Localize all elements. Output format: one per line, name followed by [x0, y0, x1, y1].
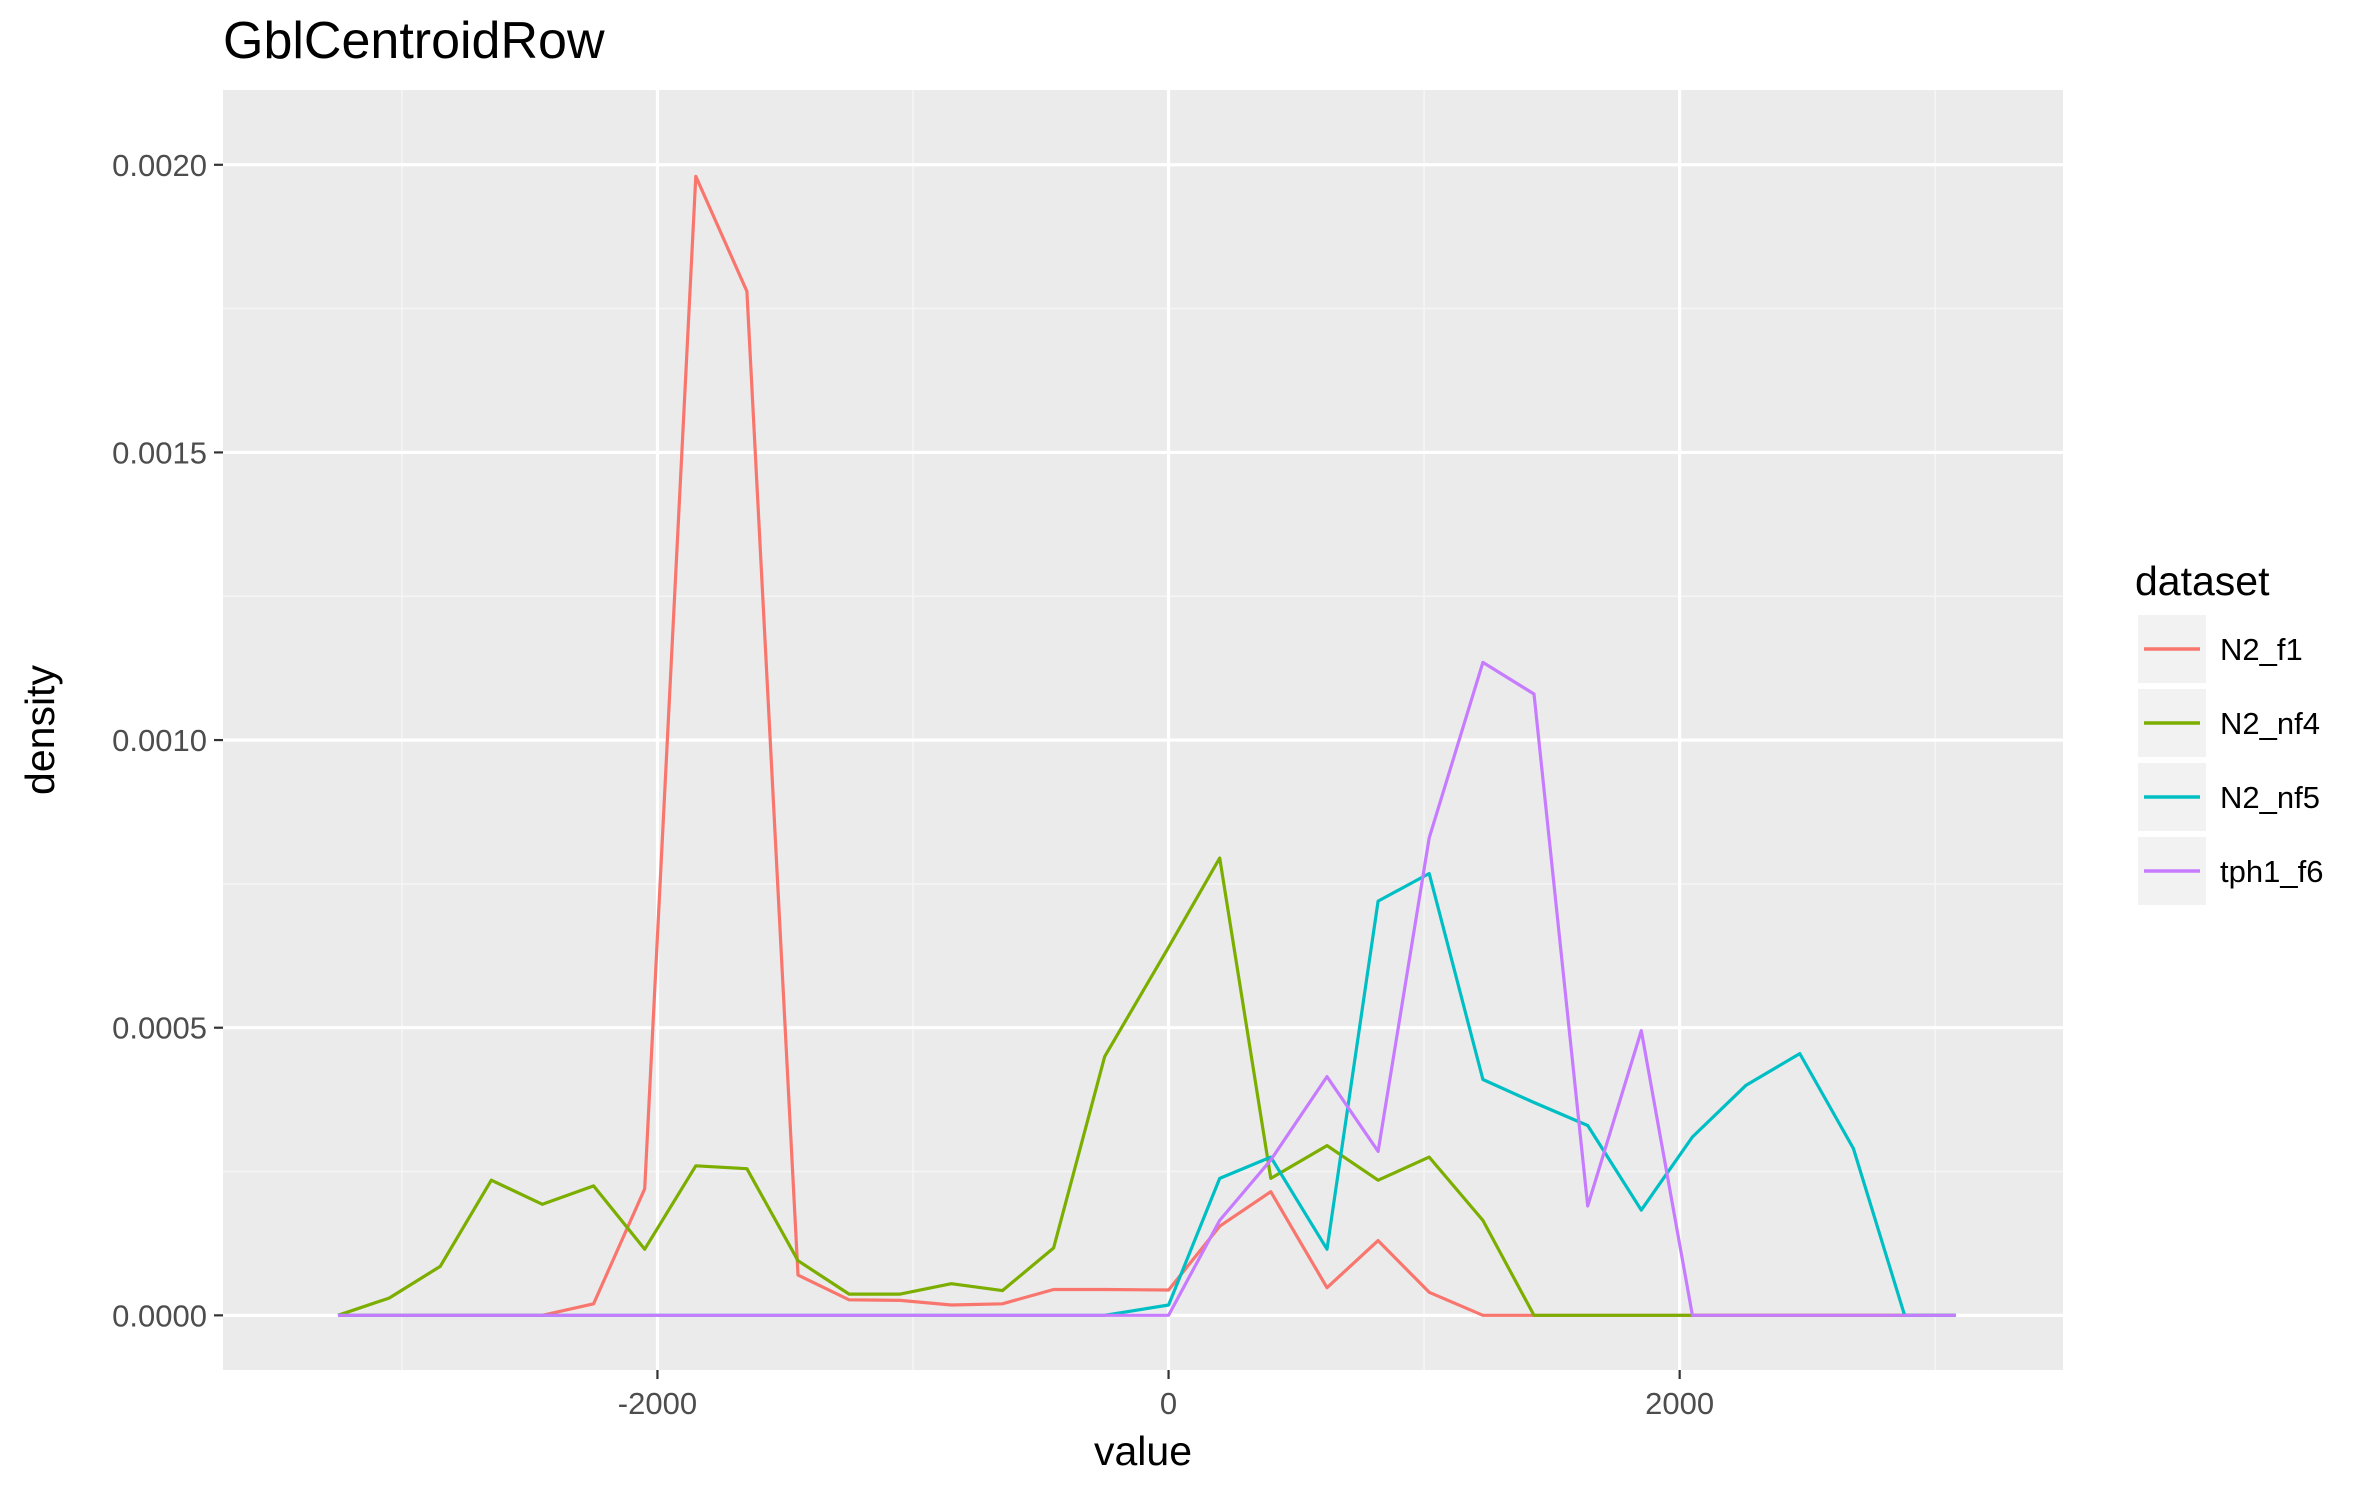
- legend-items: N2_f1 N2_nf4 N2_nf5 tph1_f6: [2138, 615, 2323, 905]
- legend-label: N2_f1: [2220, 632, 2303, 667]
- plot-panel: [223, 90, 2063, 1370]
- legend-label: N2_nf4: [2220, 706, 2320, 741]
- y-axis-title: density: [17, 665, 63, 795]
- tick-labels: -2000 0 2000 0.0000 0.0005 0.0010 0.0015 0.0020: [112, 148, 1714, 1421]
- axis-ticks: [214, 163, 1681, 1379]
- series-line-n2-nf4: [337, 856, 1956, 1317]
- x-axis-title: value: [1094, 1428, 1192, 1474]
- legend-title: dataset: [2135, 558, 2270, 604]
- series-line-tph1-f6: [338, 660, 1956, 1317]
- x-tick-label: 2000: [1645, 1386, 1714, 1421]
- y-tick-label: 0.0015: [112, 435, 207, 470]
- y-tick-label: 0.0010: [112, 723, 207, 758]
- series-lines: [337, 174, 1956, 1317]
- y-tick-label: 0.0020: [112, 148, 207, 183]
- legend-label: tph1_f6: [2220, 854, 2323, 889]
- minor-gridlines: [223, 90, 2063, 1370]
- x-tick-label: -2000: [618, 1386, 697, 1421]
- legend-label: N2_nf5: [2220, 780, 2320, 815]
- y-tick-label: 0.0005: [112, 1011, 207, 1046]
- y-tick-label: 0.0000: [112, 1298, 207, 1333]
- chart-title: GblCentroidRow: [223, 12, 605, 70]
- x-tick-label: 0: [1160, 1386, 1177, 1421]
- legend: dataset N2_f1 N2_nf4 N2_nf5 tph1_f6: [2135, 558, 2323, 905]
